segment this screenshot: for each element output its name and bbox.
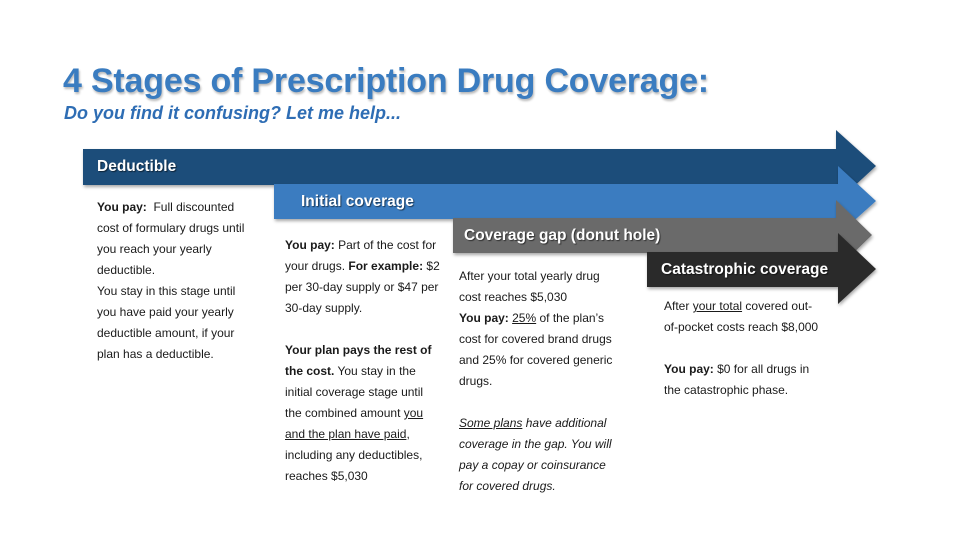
you-pay-label: You pay: xyxy=(97,200,147,214)
some-plans-label: Some plans xyxy=(459,416,523,430)
stay-underlined: you and the plan have paid xyxy=(285,406,424,441)
catastrophic-label: Catastrophic coverage xyxy=(661,261,829,278)
after-text-2: covered out-of-pocket costs reach $8,000 xyxy=(664,299,819,334)
after-text-1: After xyxy=(664,299,690,313)
slide-subtitle: Do you find it confusing? Let me help... xyxy=(64,103,401,123)
stay-text-2: , including any deductibles, reaches $5,… xyxy=(285,427,423,483)
deductible-label: Deductible xyxy=(97,158,177,175)
you-pay-text: Part of the cost for your drugs. xyxy=(285,238,437,273)
some-plans-text: have additional coverage in the gap. You… xyxy=(459,416,612,493)
example-text: $2 per 30-day supply or $47 per 30-day s… xyxy=(285,259,440,315)
you-pay-text: Full discounted cost of formulary drugs … xyxy=(97,200,245,277)
deductible-you-pay: You pay: Full discounted cost of formula… xyxy=(97,197,257,281)
gap-after-text: After your total yearly drug cost reache… xyxy=(459,269,600,304)
example-label: For example: xyxy=(348,259,424,273)
plan-pays-label: Your plan pays the rest of the cost. xyxy=(285,343,432,378)
initial-plan-pays: Your plan pays the rest of the cost. You… xyxy=(285,340,443,487)
catastrophic-you-pay: You pay: $0 for all drugs in the catastr… xyxy=(664,359,824,401)
coverage-gap-label: Coverage gap (donut hole) xyxy=(464,227,661,244)
you-pay-label: You pay: xyxy=(664,362,714,376)
catastrophic-description: After your total covered out-of-pocket c… xyxy=(664,296,824,401)
stay-text-1: You stay in the initial coverage stage u… xyxy=(285,364,424,420)
catastrophic-arrow xyxy=(647,233,876,304)
initial-you-pay: You pay: Part of the cost for your drugs… xyxy=(285,235,443,319)
you-pay-label: You pay: xyxy=(285,238,335,252)
initial-coverage-description: You pay: Part of the cost for your drugs… xyxy=(285,235,443,487)
after-underlined: your total xyxy=(692,299,743,313)
gap-percent: 25% xyxy=(512,311,537,325)
deductible-stay-text: You stay in this stage until you have pa… xyxy=(97,284,236,361)
you-pay-label: You pay: xyxy=(459,311,509,325)
slide-title: 4 Stages of Prescription Drug Coverage: xyxy=(63,62,709,100)
gap-you-pay: You pay: 25% of the plan’s cost for cove… xyxy=(459,308,621,392)
catastrophic-after: After your total covered out-of-pocket c… xyxy=(664,296,824,338)
gap-some-plans: Some plans have additional coverage in t… xyxy=(459,413,621,497)
initial-coverage-label: Initial coverage xyxy=(301,193,414,210)
you-pay-text: of the plan’s cost for covered brand dru… xyxy=(459,311,613,388)
you-pay-text: $0 for all drugs in the catastrophic pha… xyxy=(664,362,810,397)
deductible-description: You pay: Full discounted cost of formula… xyxy=(97,197,257,365)
coverage-gap-description: After your total yearly drug cost reache… xyxy=(459,266,621,497)
initial-coverage-arrow xyxy=(274,166,876,235)
